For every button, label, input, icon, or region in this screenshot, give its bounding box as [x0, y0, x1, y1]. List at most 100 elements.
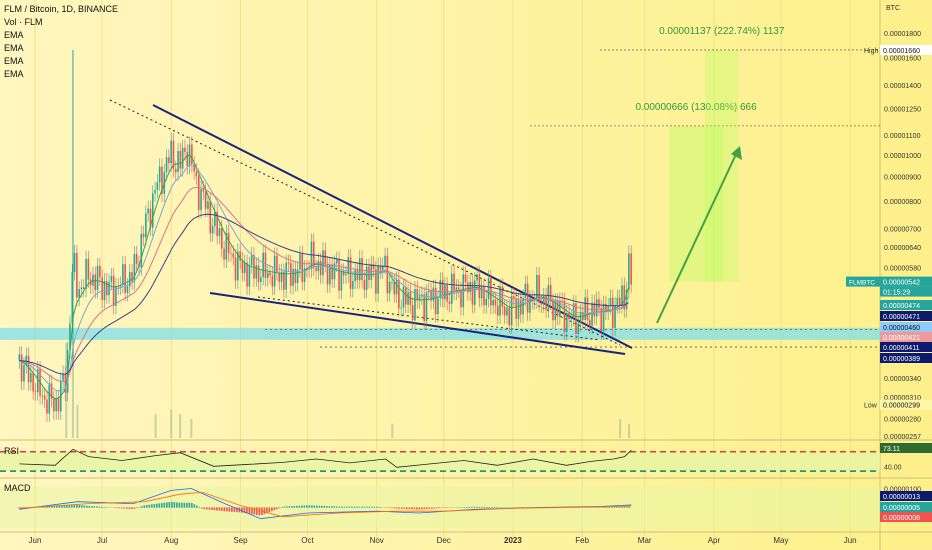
candle-body — [384, 255, 386, 266]
candle-body — [142, 233, 145, 238]
candle-body — [536, 274, 538, 301]
candle-body — [80, 287, 83, 290]
candle-body — [519, 300, 522, 315]
candle-body — [381, 265, 384, 271]
macd-histogram-bar — [58, 505, 61, 508]
candle-body — [522, 297, 524, 315]
candle-body — [170, 140, 172, 164]
macd-histogram-bar — [606, 506, 608, 508]
macd-histogram-bar — [413, 507, 416, 510]
candle-body — [250, 255, 253, 266]
macd-histogram-bar — [616, 506, 618, 508]
macd-histogram-bar — [471, 506, 473, 508]
candle-body — [538, 274, 540, 304]
ema-value-2-bg — [880, 322, 932, 332]
macd-histogram-bar — [123, 507, 126, 509]
macd-histogram-bar — [596, 507, 598, 508]
macd-histogram-bar — [298, 505, 301, 508]
candle-body — [588, 319, 591, 326]
candle-body — [135, 253, 138, 265]
candle-body — [195, 171, 198, 177]
macd-histogram-bar — [56, 506, 58, 508]
macd-histogram-bar — [96, 506, 98, 508]
candle-body — [402, 286, 405, 308]
candle-body — [34, 391, 37, 393]
candle-body — [200, 189, 202, 211]
macd-histogram-bar — [248, 507, 251, 514]
macd-histogram-bar — [341, 506, 343, 508]
macd-histogram-bar — [163, 502, 166, 508]
macd-histogram-bar — [221, 507, 223, 511]
macd-histogram-bar — [311, 505, 313, 508]
macd-histogram-bar — [283, 506, 286, 508]
macd-histogram-bar — [466, 506, 468, 508]
candle-body — [237, 251, 239, 281]
candle-body — [600, 307, 603, 332]
candle-body — [147, 208, 149, 214]
macd-histogram-bar — [166, 502, 168, 508]
candle-body — [78, 289, 80, 298]
candle-body — [547, 285, 550, 310]
macd-histogram-bar — [333, 506, 336, 508]
macd-histogram-bar — [76, 504, 78, 508]
candle-body — [414, 289, 416, 321]
candle-body — [377, 265, 379, 294]
macd-histogram-bar — [291, 506, 293, 508]
macd-histogram-bar — [18, 507, 21, 509]
macd-histogram-bar — [621, 506, 623, 508]
candle-body — [87, 258, 90, 280]
macd-histogram-bar — [273, 507, 276, 511]
candle-body — [515, 298, 517, 319]
macd-histogram-bar — [206, 507, 208, 510]
rsi-title: RSI — [4, 446, 19, 456]
candle-body — [214, 211, 216, 226]
candle-body — [165, 157, 168, 173]
candle-body — [255, 265, 258, 279]
candle-body — [494, 299, 497, 306]
macd-histogram-bar — [278, 507, 281, 509]
candle-body — [71, 272, 74, 324]
macd-histogram-bar — [48, 506, 51, 508]
candle-body — [241, 260, 244, 274]
candle-body — [264, 252, 267, 278]
macd-histogram-bar — [263, 507, 266, 515]
candle-body — [598, 299, 600, 308]
macd-histogram-bar — [613, 506, 616, 508]
candle-body — [418, 296, 421, 301]
candle-body — [283, 271, 285, 290]
macd-histogram-bar — [271, 507, 273, 512]
candle-body — [437, 298, 439, 315]
macd-histogram-bar — [216, 507, 218, 511]
candle-body — [439, 280, 442, 299]
candle-body — [591, 302, 593, 326]
macd-histogram-bar — [463, 507, 466, 508]
candle-body — [513, 296, 515, 299]
candle-body — [434, 287, 437, 315]
time-tick-label-3: Sep — [233, 536, 248, 545]
macd-histogram-bar — [368, 506, 371, 508]
candle-body — [563, 300, 566, 333]
candle-body — [391, 281, 393, 283]
macd-histogram-bar — [401, 507, 403, 509]
candle-body — [471, 282, 474, 305]
macd-histogram-bar — [501, 507, 503, 508]
macd-histogram-bar — [293, 505, 296, 508]
macd-histogram-bar — [186, 502, 188, 508]
candle-body — [476, 274, 478, 281]
macd-histogram-bar — [231, 507, 233, 512]
candle-body — [480, 286, 483, 299]
candle-body — [450, 273, 453, 304]
candle-body — [496, 305, 499, 316]
candle-body — [464, 274, 467, 283]
candle-body — [280, 271, 283, 282]
macd-histogram-bar — [473, 506, 476, 508]
macd-value: 0.00000013 — [883, 494, 920, 501]
candle-body — [156, 182, 159, 190]
candle-body — [191, 144, 193, 165]
candle-body — [595, 299, 598, 317]
macd-histogram-bar — [348, 506, 351, 508]
macd-histogram-bar — [468, 506, 471, 508]
macd-histogram-bar — [436, 507, 438, 509]
candle-body — [526, 283, 529, 313]
rsi-value: 73.11 — [883, 446, 900, 453]
